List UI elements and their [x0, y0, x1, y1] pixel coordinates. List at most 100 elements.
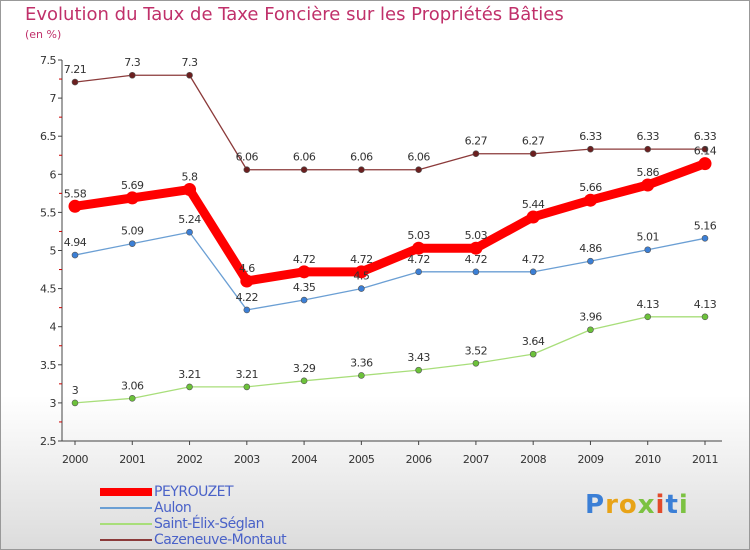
y-tick-label: 4.5	[40, 283, 56, 296]
chart-legend: PEYROUZET Aulon Saint-Élix-Séglan Cazene…	[100, 484, 360, 548]
y-tick-label: 5	[50, 245, 57, 258]
data-label: 3.06	[121, 379, 144, 392]
data-label: 4.72	[350, 253, 373, 266]
data-point	[183, 183, 197, 197]
data-point	[583, 193, 597, 207]
data-label: 3.21	[178, 368, 201, 381]
data-label: 7.3	[182, 56, 198, 69]
data-point	[186, 71, 193, 79]
data-label: 4.72	[522, 253, 545, 266]
legend-label: Cazeneuve-Montaut	[154, 532, 287, 548]
data-label: 6.06	[236, 151, 259, 164]
data-label: 6.33	[694, 130, 717, 143]
data-label: 4.86	[579, 242, 602, 255]
data-point	[186, 383, 193, 391]
data-label: 5.69	[121, 179, 144, 192]
data-point	[644, 313, 652, 321]
data-point	[243, 166, 251, 174]
data-point	[71, 78, 79, 86]
data-point	[243, 306, 251, 314]
data-label: 6.06	[407, 151, 430, 164]
x-tick-label: 2003	[234, 453, 260, 466]
data-label: 4.72	[465, 253, 488, 266]
data-point	[128, 240, 136, 247]
data-point	[128, 395, 136, 402]
legend-label: Saint-Élix-Séglan	[154, 516, 264, 532]
data-point	[698, 157, 712, 171]
x-tick-label: 2009	[577, 453, 603, 466]
y-tick-label: 5.5	[40, 206, 56, 219]
data-label: 3.21	[236, 368, 259, 381]
series-line-peyrouzet	[70, 159, 710, 286]
data-label: 5.58	[64, 187, 87, 200]
y-tick-label: 7	[50, 92, 57, 105]
data-point	[358, 372, 365, 379]
data-point	[587, 257, 594, 265]
data-label: 3.36	[350, 356, 373, 369]
y-tick-label: 3	[50, 397, 57, 410]
series-line-cazeneuve-montaut	[74, 74, 706, 171]
data-label: 4.13	[636, 298, 659, 311]
data-point	[415, 366, 422, 374]
data-point	[587, 145, 594, 153]
data-label: 6.33	[636, 130, 659, 143]
x-tick-label: 2011	[692, 453, 718, 466]
data-point	[472, 150, 480, 158]
data-point	[71, 399, 79, 407]
series-line-aulon	[74, 231, 706, 311]
data-point	[529, 268, 537, 276]
data-point	[358, 285, 365, 292]
legend-swatch	[100, 523, 152, 525]
data-point	[526, 210, 540, 224]
data-label: 3.64	[522, 335, 545, 348]
legend-swatch	[100, 507, 152, 509]
y-tick-label: 3.5	[40, 359, 56, 372]
data-point	[358, 166, 365, 174]
y-tick-label: 6.5	[40, 130, 56, 143]
legend-label: Aulon	[154, 500, 192, 516]
proxiti-logo: Proxiti	[585, 490, 689, 520]
data-label: 5.44	[522, 198, 545, 211]
y-tick-label: 2.5	[40, 435, 56, 448]
data-point	[412, 241, 426, 255]
data-point	[240, 274, 254, 288]
y-tick-label: 7.5	[40, 54, 56, 67]
data-point	[644, 145, 652, 153]
data-label: 5.86	[636, 166, 659, 179]
x-tick-label: 2008	[520, 453, 546, 466]
data-label: 6.06	[293, 151, 316, 164]
data-label: 6.33	[579, 130, 602, 143]
data-point	[300, 377, 308, 385]
data-label: 5.01	[636, 231, 659, 244]
data-label: 5.66	[579, 181, 602, 194]
data-point	[354, 265, 368, 279]
data-label: 5.03	[465, 229, 488, 242]
data-point	[415, 268, 422, 276]
legend-item-cazeneuve-montaut: Cazeneuve-Montaut	[100, 532, 360, 548]
data-point	[125, 191, 139, 205]
data-point	[472, 359, 480, 367]
x-tick-label: 2004	[291, 453, 317, 466]
x-tick-label: 2000	[62, 453, 88, 466]
data-label: 6.14	[694, 145, 717, 158]
legend-swatch	[100, 488, 152, 496]
data-label: 4.35	[293, 281, 316, 294]
data-point	[701, 313, 709, 321]
data-point	[472, 268, 480, 276]
data-point	[529, 150, 537, 158]
y-tick-label: 6	[50, 168, 57, 181]
data-label: 5.16	[694, 219, 717, 232]
series-line-saint-lix-s-glan	[74, 316, 706, 404]
data-point	[701, 145, 709, 153]
data-label: 5.03	[407, 229, 430, 242]
data-label: 6.27	[465, 135, 488, 148]
x-tick-label: 2007	[463, 453, 489, 466]
legend-item-saint-elix-seglan: Saint-Élix-Séglan	[100, 516, 360, 532]
data-label: 4.94	[64, 236, 87, 249]
data-label: 6.06	[350, 151, 373, 164]
data-label: 4.72	[407, 253, 430, 266]
x-tick-label: 2010	[635, 453, 661, 466]
data-label: 4.13	[694, 298, 717, 311]
